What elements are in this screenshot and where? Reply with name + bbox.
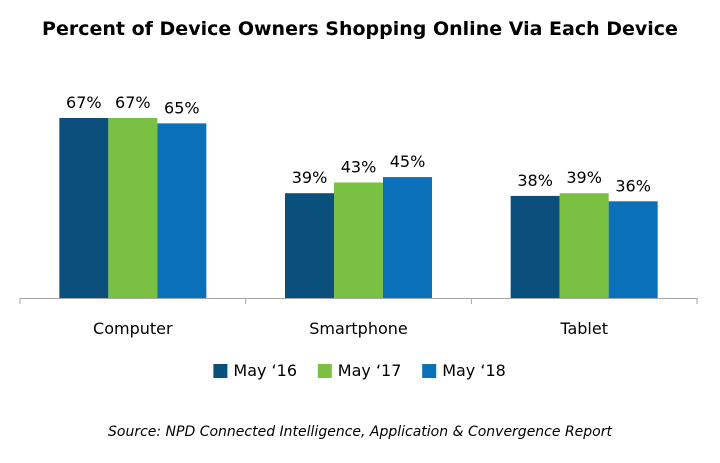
bar-computer-2 [108, 118, 158, 298]
category-label-computer: Computer [93, 319, 173, 338]
legend-swatch-3 [422, 364, 437, 378]
bar-smartphone-1 [285, 193, 334, 298]
bar-smartphone-2 [334, 182, 383, 298]
data-label-computer-2: 67% [115, 93, 151, 112]
legend-swatch-1 [213, 364, 228, 378]
chart-title: Percent of Device Owners Shopping Online… [42, 18, 678, 40]
data-label-tablet-1: 38% [517, 171, 553, 190]
legend-label-1: May ‘16 [233, 361, 297, 380]
bar-tablet-1 [510, 195, 560, 298]
data-label-smartphone-2: 43% [341, 157, 377, 176]
legend-swatch-2 [317, 364, 332, 378]
data-label-tablet-3: 36% [615, 176, 651, 195]
bar-smartphone-3 [383, 177, 432, 298]
bar-computer-1 [59, 118, 109, 298]
data-label-smartphone-3: 45% [390, 152, 426, 171]
legend-label-2: May ‘17 [338, 361, 402, 380]
bars-layer [59, 118, 658, 298]
data-labels-layer: 67% 67% 65% 39% 43% 45% 38% 39% 36% [66, 93, 651, 195]
bar-computer-3 [157, 123, 207, 298]
chart-source: Source: NPD Connected Intelligence, Appl… [108, 424, 612, 440]
x-axis-ticks [19, 298, 698, 304]
legend: May ‘16 May ‘17 May ‘18 [213, 361, 506, 380]
legend-label-3: May ‘18 [442, 361, 506, 380]
category-labels: Computer Smartphone Tablet [93, 319, 608, 338]
bar-tablet-2 [559, 193, 609, 298]
bar-tablet-3 [608, 201, 658, 298]
category-label-tablet: Tablet [559, 319, 608, 338]
data-label-tablet-2: 39% [566, 168, 602, 187]
data-label-computer-1: 67% [66, 93, 102, 112]
category-label-smartphone: Smartphone [309, 319, 407, 338]
data-label-smartphone-1: 39% [292, 168, 328, 187]
data-label-computer-3: 65% [164, 98, 200, 117]
